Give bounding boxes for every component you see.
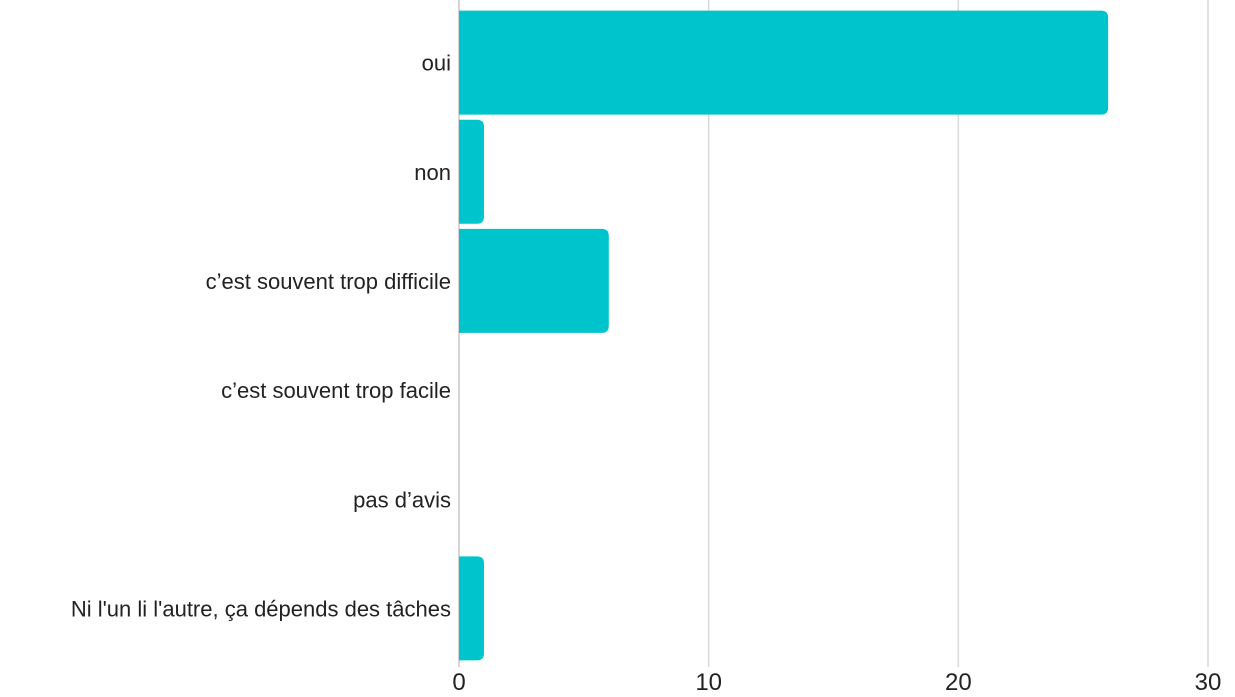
tick-label-layer: 0 10 20 30: [452, 669, 1221, 696]
category-label-layer: oui non c’est souvent trop difficile c’est …: [71, 51, 451, 622]
category-label: pas d’avis: [353, 487, 451, 512]
x-tick-label: 30: [1195, 669, 1222, 696]
bar: [459, 228, 609, 333]
category-label: non: [414, 160, 451, 185]
bar: [459, 119, 484, 224]
category-label: oui: [422, 51, 451, 76]
x-tick-label: 20: [945, 669, 972, 696]
x-tick-label: 10: [695, 669, 722, 696]
category-label: c’est souvent trop facile: [221, 378, 451, 403]
category-label: Ni l'un li l'autre, ça dépends des tâche…: [71, 596, 451, 621]
bar: [459, 556, 484, 661]
x-tick-label: 0: [452, 669, 465, 696]
bar: [459, 10, 1109, 115]
bar-layer: [459, 10, 1109, 661]
category-label: c’est souvent trop difficile: [206, 269, 451, 294]
